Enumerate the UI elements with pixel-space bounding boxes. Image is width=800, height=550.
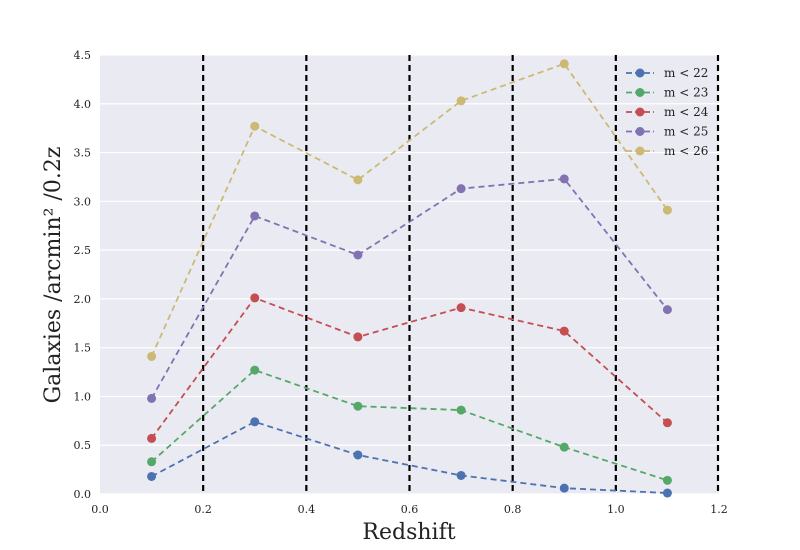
data-point xyxy=(353,250,363,260)
y-tick-label: 2.5 xyxy=(74,244,92,257)
x-tick-label: 0.0 xyxy=(91,503,109,516)
series-line xyxy=(151,420,668,494)
x-axis: 0.0 0.2 0.4 0.6 0.8 1.0 1.2 xyxy=(91,503,728,516)
data-point xyxy=(353,401,363,411)
x-axis-label: Redshift xyxy=(362,520,455,545)
y-tick-label: 4.5 xyxy=(74,49,92,62)
data-point xyxy=(456,303,466,313)
data-point xyxy=(559,326,569,336)
y-axis: 0.0 0.5 1.0 1.5 2.0 2.5 3.0 3.5 4.0 4.5 xyxy=(74,49,92,501)
data-point xyxy=(147,457,157,467)
legend-label: m < 24 xyxy=(664,105,709,119)
series-line xyxy=(150,177,669,399)
legend-label: m < 23 xyxy=(664,86,708,100)
legend-marker xyxy=(635,127,645,136)
x-tick-label: 0.6 xyxy=(401,503,419,516)
y-tick-label: 4.0 xyxy=(74,98,92,111)
legend-marker xyxy=(635,107,645,117)
x-tick-label: 1.0 xyxy=(607,503,625,516)
data-point xyxy=(662,488,672,498)
y-tick-label: 3.0 xyxy=(74,195,92,208)
data-point xyxy=(250,121,260,131)
y-tick-label: 3.5 xyxy=(74,147,92,160)
data-point xyxy=(353,175,363,185)
data-point xyxy=(456,184,466,194)
x-tick-label: 0.8 xyxy=(504,503,522,516)
y-tick-label: 1.5 xyxy=(74,342,92,355)
data-point xyxy=(250,417,260,427)
y-tick-label: 1.0 xyxy=(74,390,92,403)
y-tick-label: 0.5 xyxy=(74,439,92,452)
legend-label: m < 26 xyxy=(664,144,708,158)
data-point xyxy=(353,450,363,460)
data-point xyxy=(147,351,157,361)
data-point xyxy=(456,96,466,106)
data-point xyxy=(353,332,363,342)
data-point xyxy=(559,174,569,184)
y-tick-label: 2.0 xyxy=(74,293,92,306)
data-point xyxy=(559,442,569,452)
legend: m < 22 m < 23 m < 24 m < 25 m < 26 xyxy=(626,66,709,158)
data-point xyxy=(559,59,569,69)
data-point xyxy=(147,471,157,481)
data-point xyxy=(250,211,260,221)
data-point xyxy=(662,205,672,215)
series-line xyxy=(150,62,669,357)
x-tick-label: 0.4 xyxy=(298,503,316,516)
series-group xyxy=(147,59,672,498)
data-point xyxy=(662,418,672,428)
x-tick-label: 0.2 xyxy=(194,503,212,516)
vertical-lines xyxy=(202,55,720,494)
data-point xyxy=(250,365,260,375)
series-line xyxy=(150,369,668,482)
legend-label: m < 25 xyxy=(664,125,708,139)
data-point xyxy=(250,293,260,303)
data-point xyxy=(662,305,672,315)
data-point xyxy=(147,433,157,443)
data-point xyxy=(559,483,569,493)
legend-label: m < 22 xyxy=(664,66,708,80)
x-tick-label: 1.2 xyxy=(710,503,728,516)
data-point xyxy=(147,393,157,403)
y-axis-label: Galaxies /arcmin² /0.2z xyxy=(41,147,66,404)
legend-marker xyxy=(635,68,645,78)
series-line xyxy=(150,296,669,439)
legend-marker xyxy=(635,146,645,156)
data-point xyxy=(456,470,466,480)
data-point xyxy=(662,475,672,485)
legend-marker xyxy=(635,88,645,97)
data-point xyxy=(456,405,466,415)
y-tick-label: 0.0 xyxy=(74,488,92,501)
